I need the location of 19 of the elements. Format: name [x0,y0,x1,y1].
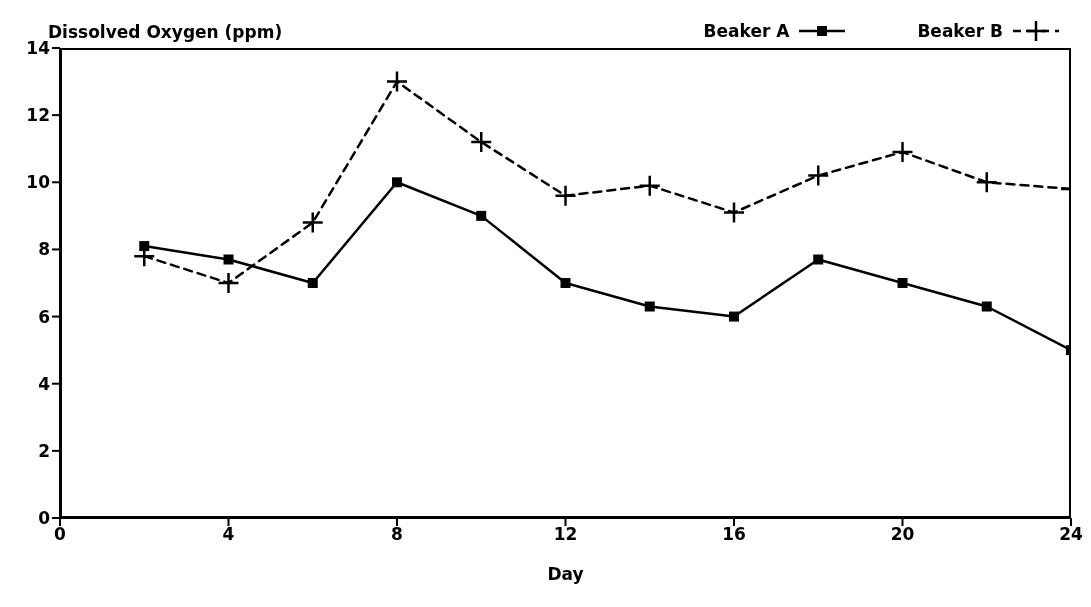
y-tick-label: 8 [38,239,50,260]
x-axis-title: Day [547,564,584,584]
y-axis-title: Dissolved Oxygen (ppm) [48,22,283,42]
y-tick-label: 6 [38,306,50,327]
legend-label: Beaker B [917,21,1003,41]
x-tick-label: 4 [222,524,235,545]
y-tick-label: 4 [38,373,51,394]
x-tick-label: 0 [54,524,67,545]
x-tick-label: 12 [553,524,578,545]
y-tick-label: 14 [26,38,51,59]
y-tick-label: 0 [38,508,51,529]
y-tick-label: 12 [26,105,50,126]
x-tick-label: 16 [722,524,746,545]
y-tick-label: 2 [38,440,50,461]
y-tick-label: 10 [26,172,51,193]
x-tick-label: 20 [890,524,915,545]
x-tick-label: 8 [391,524,403,545]
legend-label: Beaker A [703,21,790,41]
x-tick-label: 24 [1059,524,1083,545]
